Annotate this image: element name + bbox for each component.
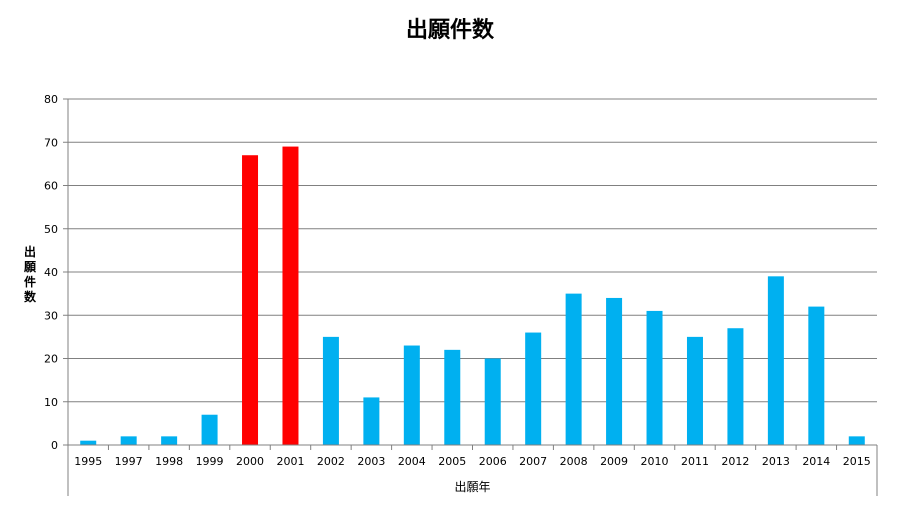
x-tick-label: 2014 (802, 455, 830, 468)
bar-2003 (363, 397, 380, 445)
x-tick-label: 1997 (115, 455, 143, 468)
x-tick-label: 2003 (357, 455, 385, 468)
y-tick-label: 30 (44, 309, 58, 322)
y-axis-label-char: 件 (24, 274, 36, 289)
x-tick-label: 2000 (236, 455, 264, 468)
x-tick-label: 2008 (560, 455, 588, 468)
y-tick-label: 10 (44, 396, 58, 409)
bar-2007 (525, 332, 542, 445)
bar-2013 (767, 276, 784, 445)
bar-2010 (646, 310, 663, 445)
x-tick-labels: 1995 1997 1998 1999 2000 2001 2002 2003 2004 2005… (67, 445, 871, 468)
bar-1999 (201, 414, 218, 445)
bar-2009 (606, 297, 623, 445)
x-tick-label: 1995 (74, 455, 102, 468)
bar-2015 (848, 436, 865, 445)
bar-2000 (242, 155, 259, 445)
x-tick-label: 2007 (519, 455, 547, 468)
y-tick-labels: 0 10 20 30 40 50 60 70 80 (44, 93, 58, 452)
x-tick-label: 2002 (317, 455, 345, 468)
y-axis-label-char: 数 (24, 289, 37, 304)
y-axis-label-char: 願 (23, 260, 37, 274)
bar-2011 (686, 336, 703, 445)
y-tick-label: 60 (44, 180, 58, 193)
x-axis-label: 出願年 (454, 480, 490, 494)
gridlines (63, 98, 877, 446)
bar-2012 (727, 328, 744, 445)
x-tick-label: 2012 (721, 455, 749, 468)
bar-2006 (484, 358, 501, 445)
y-tick-label: 80 (44, 93, 58, 106)
y-axis-label: 出願件数 (23, 244, 37, 304)
y-tick-label: 0 (51, 439, 58, 452)
y-tick-label: 40 (44, 266, 58, 279)
bar-1998 (161, 436, 178, 445)
bar-1997 (120, 436, 137, 445)
bar-2002 (322, 336, 339, 445)
x-tick-label: 2009 (600, 455, 628, 468)
y-tick-label: 50 (44, 223, 58, 236)
x-tick-label: 1998 (155, 455, 183, 468)
y-tick-label: 70 (44, 136, 58, 149)
x-tick-label: 2010 (641, 455, 669, 468)
x-tick-label: 2004 (398, 455, 426, 468)
chart-title: 出願件数 (405, 18, 494, 43)
bar-2001 (282, 146, 299, 445)
bar-1995 (80, 440, 97, 445)
x-tick-label: 2006 (479, 455, 507, 468)
bar-2008 (565, 293, 582, 445)
x-tick-label: 2005 (438, 455, 466, 468)
bar-2014 (808, 306, 825, 445)
y-tick-label: 20 (44, 353, 58, 366)
x-tick-label: 2015 (843, 455, 871, 468)
y-axis-label-char: 出 (24, 244, 36, 259)
bar-2004 (403, 345, 420, 445)
x-tick-label: 2011 (681, 455, 709, 468)
bars (80, 146, 865, 445)
bar-2005 (444, 349, 461, 445)
x-tick-label: 1999 (196, 455, 224, 468)
x-tick-label: 2001 (276, 455, 304, 468)
x-tick-label: 2013 (762, 455, 790, 468)
